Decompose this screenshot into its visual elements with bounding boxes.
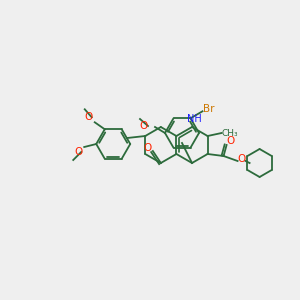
- Text: O: O: [144, 143, 152, 153]
- Text: NH: NH: [187, 114, 201, 124]
- Text: O: O: [238, 154, 246, 164]
- Text: CH₃: CH₃: [221, 128, 238, 137]
- Text: O: O: [85, 112, 93, 122]
- Text: O: O: [226, 136, 235, 146]
- Text: O: O: [74, 147, 82, 157]
- Text: O: O: [139, 121, 147, 131]
- Text: Br: Br: [203, 104, 214, 114]
